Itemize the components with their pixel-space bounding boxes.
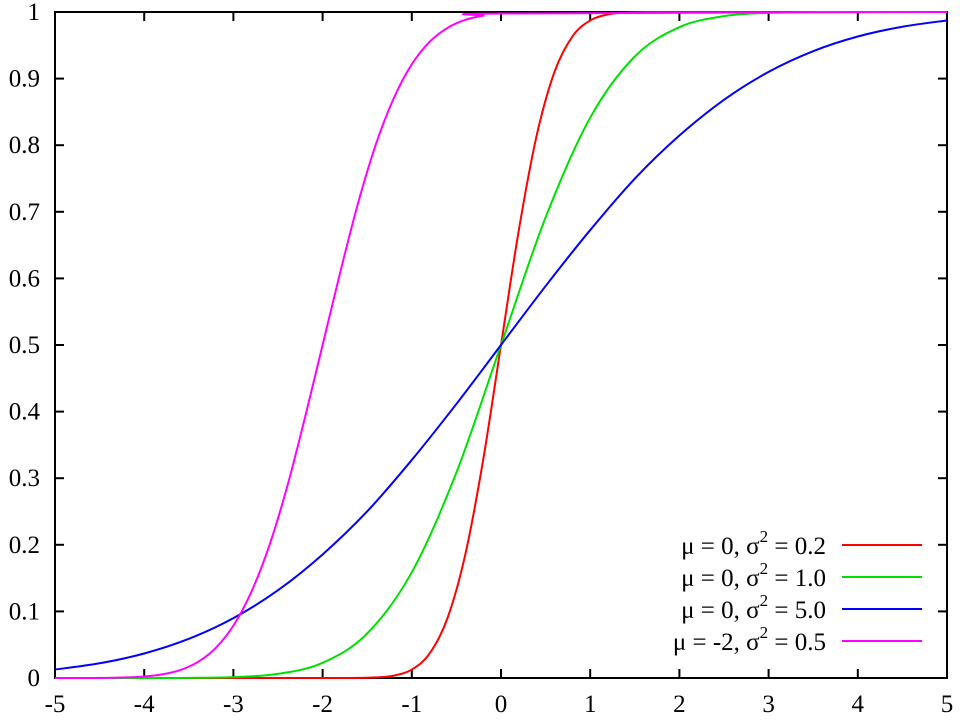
legend-label-sup: 2 (760, 559, 769, 578)
legend-label: μ = -2, σ2 = 0.5 (673, 623, 826, 656)
legend-label: μ = 0, σ2 = 0.2 (681, 527, 826, 560)
x-tick-label: 5 (941, 691, 954, 718)
x-tick-label: 3 (762, 691, 775, 718)
legend-label-value: = 0.2 (768, 533, 826, 560)
y-tick-labels: 0 0.1 0.2 0.3 0.4 0.5 0.6 0.7 0.8 0.9 1 (9, 0, 41, 692)
legend-label: μ = 0, σ2 = 5.0 (681, 591, 826, 624)
legend-label-value: = 0.5 (768, 629, 826, 656)
x-tick-label: 4 (852, 691, 865, 718)
x-tick-label: 1 (584, 691, 597, 718)
y-tick-label: 0.3 (9, 465, 40, 492)
y-tick-label: 0.8 (9, 132, 40, 159)
legend-label-mu: μ = 0, σ (681, 533, 760, 560)
plot-area (54, 10, 948, 680)
legend-label-mu: μ = 0, σ (681, 597, 760, 624)
y-tick-label: 1 (28, 0, 41, 26)
legend-label-sup: 2 (760, 591, 769, 610)
x-tick-label: -5 (45, 691, 66, 718)
y-tick-label: 0.9 (9, 66, 40, 93)
legend-label-value: = 1.0 (768, 565, 826, 592)
y-tick-label: 0.7 (9, 199, 40, 226)
y-tick-label: 0.6 (9, 265, 40, 292)
y-tick-label: 0.2 (9, 532, 40, 559)
legend-label-mu: μ = -2, σ (673, 629, 760, 656)
y-tick-label: 0 (28, 665, 41, 692)
x-tick-labels: -5 -4 -3 -2 -1 0 1 2 3 4 5 (45, 691, 954, 718)
legend-label-sup: 2 (760, 527, 769, 546)
y-tick-label: 0.5 (9, 332, 40, 359)
x-tick-label: -3 (223, 691, 244, 718)
legend-label: μ = 0, σ2 = 1.0 (681, 559, 826, 592)
series-line-mu0-var5.0 (54, 19, 948, 671)
x-tick-label: -4 (134, 691, 155, 718)
series-line-mu-2-var0.5 (54, 11, 948, 680)
x-tick-label: -2 (312, 691, 333, 718)
series-layer (54, 10, 948, 680)
y-tick-label: 0.4 (9, 399, 41, 426)
legend-label-mu: μ = 0, σ (681, 565, 760, 592)
legend-label-value: = 5.0 (768, 597, 826, 624)
y-tick-label: 0.1 (9, 598, 40, 625)
x-tick-label: 0 (495, 691, 508, 718)
x-tick-label: 2 (673, 691, 686, 718)
legend: μ = 0, σ2 = 0.2μ = 0, σ2 = 1.0μ = 0, σ2 … (673, 527, 922, 656)
legend-label-sup: 2 (760, 623, 769, 642)
x-tick-label: -1 (401, 691, 422, 718)
ticks-layer (54, 11, 948, 679)
